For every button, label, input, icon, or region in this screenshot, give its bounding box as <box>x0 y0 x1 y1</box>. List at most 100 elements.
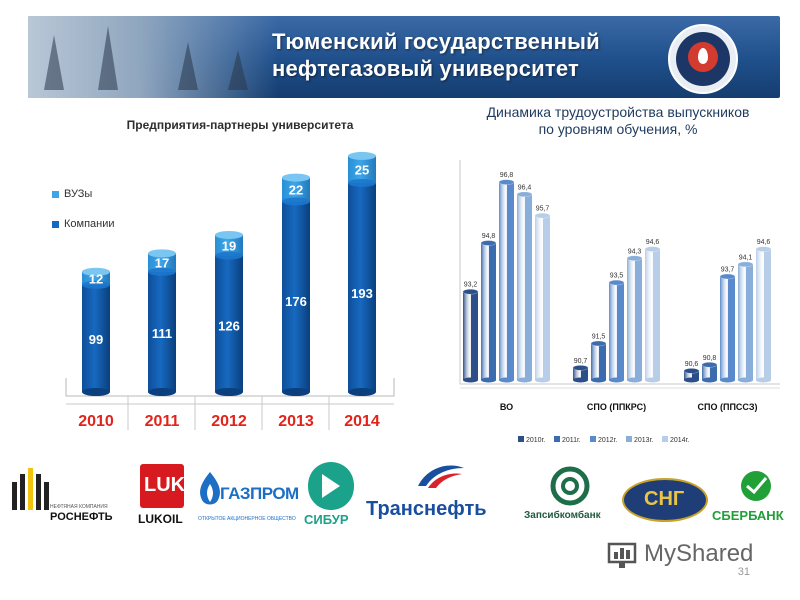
bar-top <box>644 246 661 252</box>
year-label: 2011 <box>145 413 180 430</box>
bar-2-4 <box>756 249 771 380</box>
legend-label: 2010г. <box>526 437 545 444</box>
bar-top <box>148 249 176 258</box>
sng-badge-icon: СНГ <box>622 478 708 522</box>
bar-top <box>719 273 736 280</box>
bar-top <box>348 151 376 160</box>
bar-base <box>591 377 606 383</box>
zapsibkombank-name: Запсибкомбанк <box>524 510 601 521</box>
bar-top <box>480 240 497 246</box>
bar-base <box>215 388 243 396</box>
logo-sibur: СИБУР <box>300 458 362 528</box>
zapsibkombank-icon <box>550 466 590 506</box>
gazprom-name: ГАЗПРОМ <box>220 484 299 503</box>
category-label: СПО (ППССЗ) <box>698 402 758 412</box>
bar-base <box>481 377 496 383</box>
data-label: 94,3 <box>628 248 642 255</box>
data-label-kompanii: 176 <box>285 294 307 309</box>
bar-top <box>215 230 243 239</box>
data-label: 93,5 <box>610 273 624 280</box>
data-label: 90,6 <box>685 361 699 368</box>
logo-transneft: Транснефть <box>366 458 516 528</box>
bar-2011-vuzy <box>148 253 176 272</box>
left-chart-frame <box>65 378 395 397</box>
legend-swatch <box>662 436 668 442</box>
bar-base <box>348 388 376 396</box>
right-chart-title-line-2: по уровням обучения, % <box>538 121 698 137</box>
right-chart-title-line-1: Динамика трудоустройства выпускников <box>486 104 750 120</box>
bar-base <box>720 377 735 383</box>
rosneft-icon <box>12 468 49 510</box>
data-label-kompanii: 126 <box>218 319 240 334</box>
page-number: 31 <box>737 566 750 578</box>
data-label: 94,6 <box>646 239 660 246</box>
bar-2014-kompanii <box>348 182 376 392</box>
bar-2013-vuzy <box>282 177 310 202</box>
university-logo-icon <box>668 24 738 94</box>
bar-top <box>608 279 625 286</box>
bar-1-4 <box>645 249 660 380</box>
logo-rosneft: НЕФТЯНАЯ КОМПАНИЯ РОСНЕФТЬ <box>10 458 130 528</box>
bar-2010-kompanii <box>82 284 110 392</box>
data-label: 93,7 <box>721 267 735 274</box>
bar-1-1 <box>591 343 606 380</box>
bar-0-2 <box>499 182 514 380</box>
logo-lukoil: LUK LUKOIL <box>138 458 188 528</box>
gazprom-caption: ОТКРЫТОЕ АКЦИОНЕРНОЕ ОБЩЕСТВО <box>198 516 296 522</box>
lukoil-mark-icon: LUK <box>140 464 185 508</box>
data-label: 94,1 <box>739 254 753 261</box>
bar-2014-vuzy <box>348 155 376 183</box>
segment-join <box>348 178 376 187</box>
legend-swatch <box>52 190 59 198</box>
data-label: 94,8 <box>482 233 496 240</box>
bar-top <box>701 362 718 368</box>
sberbank-name: СБЕРБАНК <box>712 508 784 523</box>
legend-item-vuzy: ВУЗы <box>52 188 115 200</box>
sibur-icon <box>308 462 354 510</box>
bar-top <box>683 368 700 374</box>
bar-top <box>498 179 515 185</box>
sibur-name: СИБУР <box>304 512 349 527</box>
bar-2012-kompanii <box>215 255 243 392</box>
bar-2-2 <box>720 276 735 380</box>
right-chart-frame <box>459 160 780 385</box>
legend-label: 2012г. <box>598 437 617 444</box>
bar-2-1 <box>702 364 717 380</box>
bar-top <box>572 365 589 371</box>
header-banner: Тюменский государственный нефтегазовый у… <box>28 16 780 98</box>
bar-0-4 <box>535 215 550 380</box>
gazprom-flame-icon <box>200 472 220 505</box>
segment-join <box>148 267 176 276</box>
bar-top <box>737 261 754 268</box>
right-chart-title: Динамика трудоустройства выпускников по … <box>452 104 784 138</box>
bar-2-3 <box>738 264 753 380</box>
data-label-kompanii: 193 <box>351 286 373 301</box>
logo-sng: СНГ <box>622 458 708 528</box>
bar-top <box>282 173 310 182</box>
rosneft-caption: НЕФТЯНАЯ КОМПАНИЯ <box>50 504 108 510</box>
data-label-vuzy: 25 <box>355 162 369 177</box>
bar-base <box>573 377 588 383</box>
rosneft-name: РОСНЕФТЬ <box>50 511 113 523</box>
bar-0-3 <box>517 194 532 380</box>
title-line-1: Тюменский государственный <box>272 29 600 54</box>
bar-top <box>755 246 772 252</box>
data-label: 96,8 <box>500 172 514 179</box>
sberbank-icon <box>741 471 771 501</box>
watermark: MyShared <box>606 538 766 574</box>
transneft-swoosh-icon <box>418 465 464 488</box>
bar-1-3 <box>627 258 642 380</box>
left-chart-title: Предприятия-партнеры университета <box>126 118 354 132</box>
legend-label: 2013г. <box>634 437 653 444</box>
legend-swatch <box>590 436 596 442</box>
data-label-kompanii: 99 <box>89 332 103 347</box>
legend-label: Компании <box>64 218 115 230</box>
bar-2011-kompanii <box>148 271 176 392</box>
bar-top <box>516 191 533 198</box>
bar-top <box>626 255 643 262</box>
data-label: 94,6 <box>757 239 771 246</box>
segment-join <box>82 280 110 289</box>
bar-base <box>517 377 532 383</box>
bar-base <box>756 377 771 383</box>
